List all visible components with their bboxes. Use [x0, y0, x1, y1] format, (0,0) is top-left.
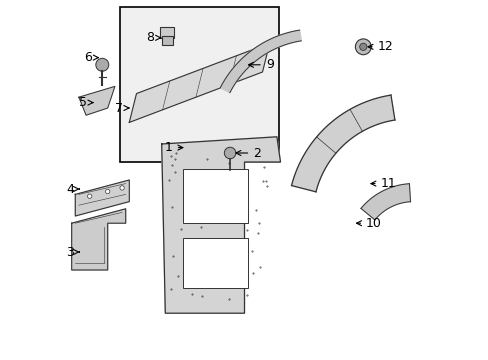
Bar [183, 238, 247, 288]
Circle shape [224, 147, 235, 159]
Text: 11: 11 [370, 177, 396, 190]
Polygon shape [291, 95, 394, 192]
Circle shape [96, 58, 108, 71]
Polygon shape [129, 43, 269, 122]
Text: 9: 9 [248, 58, 273, 71]
Circle shape [87, 194, 92, 198]
Bar [183, 169, 247, 223]
Bar [120, 7, 278, 162]
Polygon shape [220, 30, 301, 93]
Bar [160, 27, 174, 38]
Text: 5: 5 [79, 96, 93, 109]
Bar [162, 36, 172, 45]
Circle shape [120, 186, 124, 190]
Text: 10: 10 [356, 217, 381, 230]
Polygon shape [72, 209, 125, 270]
Circle shape [359, 43, 366, 50]
Circle shape [355, 39, 370, 55]
Polygon shape [162, 137, 280, 313]
Text: 8: 8 [146, 31, 160, 44]
Text: 7: 7 [114, 102, 129, 114]
Circle shape [105, 189, 110, 194]
Text: 3: 3 [66, 246, 79, 258]
Text: 2: 2 [235, 147, 261, 159]
Polygon shape [75, 180, 129, 216]
Polygon shape [79, 86, 115, 115]
Polygon shape [360, 184, 410, 220]
Text: 4: 4 [66, 183, 79, 195]
Text: 1: 1 [164, 141, 183, 154]
Text: 6: 6 [84, 51, 98, 64]
Text: 12: 12 [367, 40, 393, 53]
